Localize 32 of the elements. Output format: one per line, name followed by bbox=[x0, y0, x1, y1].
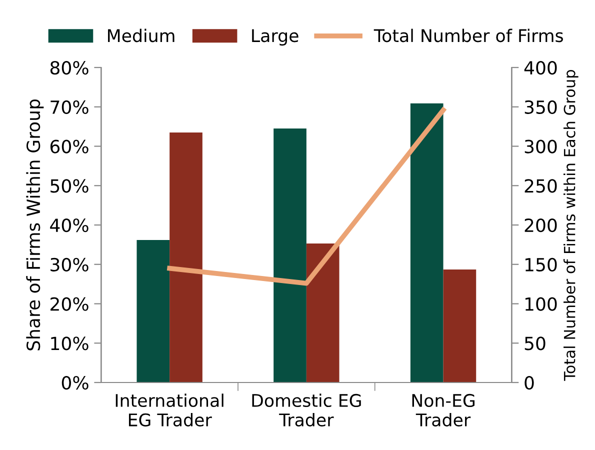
y2-tick-label: 250 bbox=[524, 179, 557, 193]
y-tick-label: 20% bbox=[50, 297, 88, 311]
y2-tick-label: 150 bbox=[525, 258, 557, 272]
bar bbox=[136, 240, 170, 382]
bar bbox=[410, 103, 444, 382]
legend-label: Total Number of Firms bbox=[374, 28, 563, 42]
y2-tick-label: 50 bbox=[524, 336, 546, 350]
y-tick-label: 40% bbox=[50, 218, 88, 232]
y-tick-label: 0% bbox=[62, 376, 88, 390]
bar bbox=[170, 132, 202, 382]
bar bbox=[443, 269, 476, 382]
x-tick-label: International EG Trader bbox=[116, 394, 224, 426]
x-tick-label: Domestic EG Trader bbox=[252, 394, 361, 426]
y2-tick-label: 200 bbox=[524, 218, 557, 232]
y2-tick-label: 350 bbox=[524, 100, 557, 114]
y2-tick-label: 300 bbox=[524, 140, 557, 154]
y-tick-label: 60% bbox=[50, 140, 88, 154]
y2-tick-label: 100 bbox=[525, 297, 557, 311]
y2-axis-title: Total Number of Firms within Each Group bbox=[564, 70, 578, 381]
y-tick-label: 70% bbox=[50, 100, 88, 114]
y-axis-title: Share of Firms Within Group bbox=[26, 99, 44, 350]
y-tick-label: 50% bbox=[50, 179, 88, 193]
y-tick-label: 30% bbox=[50, 258, 88, 272]
legend-label: Medium bbox=[108, 28, 174, 42]
x-tick-label: Non-EG Trader bbox=[412, 394, 474, 426]
y-tick-label: 80% bbox=[50, 60, 88, 75]
y2-tick-label: 400 bbox=[524, 60, 557, 75]
y2-tick-label: 0 bbox=[524, 376, 534, 390]
bar bbox=[274, 128, 306, 382]
y-tick-label: 10% bbox=[51, 336, 88, 350]
legend-label: Large bbox=[252, 29, 298, 46]
bar bbox=[306, 244, 340, 382]
